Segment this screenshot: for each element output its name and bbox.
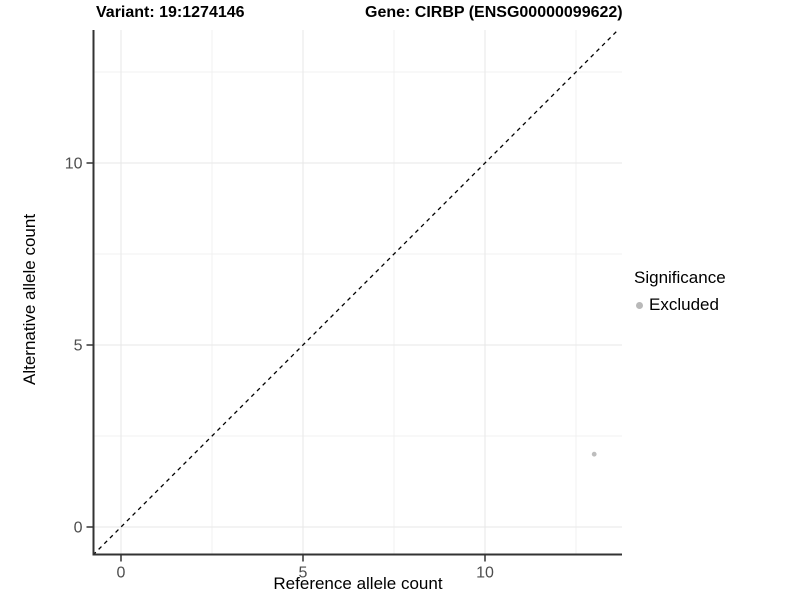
excluded-point-icon [636,301,643,309]
legend-title: Significance [634,268,726,287]
gene-title: Gene: CIRBP (ENSG00000099622) [365,4,623,21]
y-tick-label: 0 [74,520,83,537]
legend-entry-excluded: Excluded [636,295,726,315]
x-tick-label: 10 [476,565,494,582]
y-tick-label: 5 [74,338,83,355]
x-tick-label: 0 [117,565,126,582]
variant-title: Variant: 19:1274146 [96,4,245,21]
legend-entry-label: Excluded [649,295,719,314]
x-tick-label: 5 [299,565,308,582]
identity-line [92,29,619,556]
legend: Significance Excluded [634,268,726,315]
y-tick-label: 10 [65,156,83,173]
y-axis-title: Alternative allele count [20,213,39,385]
data-point [591,451,597,457]
x-axis-title: Reference allele count [273,574,443,593]
